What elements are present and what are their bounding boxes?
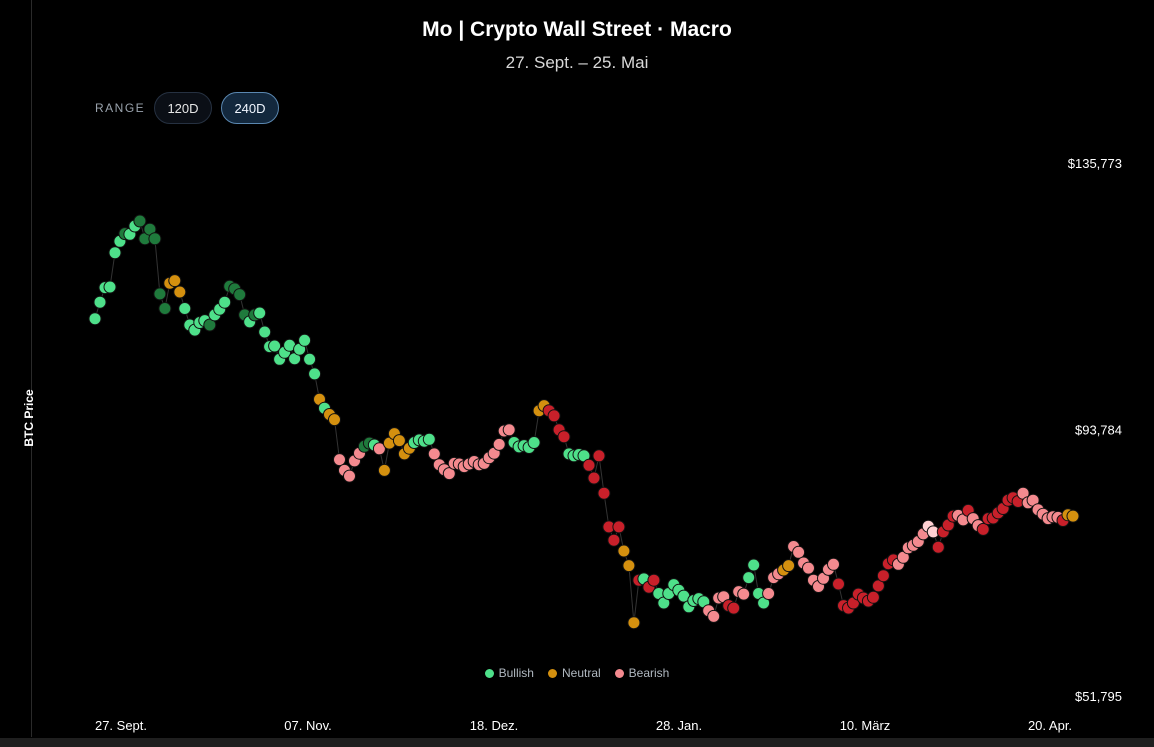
- data-point[interactable]: [866, 590, 880, 604]
- x-axis-ticks: 27. Sept. 07. Nov. 18. Dez. 28. Jan. 10. Mär…: [95, 718, 1072, 733]
- data-point[interactable]: [93, 295, 107, 309]
- legend-item-bearish[interactable]: Bearish: [614, 666, 670, 680]
- range-120d-button[interactable]: 120D: [154, 92, 212, 124]
- data-point[interactable]: [253, 306, 267, 320]
- data-point[interactable]: [727, 601, 741, 615]
- data-point[interactable]: [871, 579, 885, 593]
- legend-item-bullish[interactable]: Bullish: [484, 666, 534, 680]
- data-point[interactable]: [547, 409, 561, 423]
- neutral-dot-icon: [547, 668, 557, 678]
- data-point[interactable]: [308, 367, 322, 381]
- legend-label-bullish: Bullish: [498, 666, 534, 680]
- range-label: RANGE: [95, 101, 146, 115]
- data-point[interactable]: [153, 287, 167, 301]
- data-point[interactable]: [372, 442, 386, 456]
- data-point[interactable]: [617, 544, 631, 558]
- data-point[interactable]: [737, 587, 751, 601]
- data-point[interactable]: [931, 540, 945, 554]
- data-point[interactable]: [492, 437, 506, 451]
- connector-lines: [94, 220, 1074, 623]
- chart-title: Mo | Crypto Wall Street · Macro: [422, 18, 732, 41]
- data-point[interactable]: [707, 609, 721, 623]
- data-point[interactable]: [268, 339, 282, 353]
- legend: Bullish Neutral Bearish: [0, 666, 1154, 680]
- data-point[interactable]: [377, 463, 391, 477]
- data-point[interactable]: [647, 573, 661, 587]
- data-point[interactable]: [173, 285, 187, 299]
- data-point[interactable]: [527, 436, 541, 449]
- data-point[interactable]: [742, 571, 756, 585]
- y-tick-label: $135,773: [1068, 156, 1122, 171]
- data-point[interactable]: [976, 522, 990, 536]
- data-point[interactable]: [607, 533, 621, 547]
- data-point[interactable]: [827, 557, 840, 571]
- data-point[interactable]: [258, 325, 272, 339]
- x-tick-label: 18. Dez.: [470, 718, 518, 733]
- x-tick-label: 27. Sept.: [95, 718, 147, 733]
- data-point[interactable]: [1066, 509, 1080, 523]
- data-point[interactable]: [582, 458, 596, 472]
- data-point[interactable]: [792, 545, 806, 559]
- data-point[interactable]: [597, 486, 611, 500]
- y-tick-label: $51,795: [1075, 689, 1122, 704]
- data-point[interactable]: [762, 587, 776, 600]
- data-point[interactable]: [108, 246, 122, 260]
- x-tick-label: 10. März: [840, 718, 891, 733]
- data-point[interactable]: [328, 413, 341, 427]
- legend-item-neutral[interactable]: Neutral: [547, 666, 601, 680]
- data-point[interactable]: [557, 430, 571, 444]
- data-point[interactable]: [303, 352, 317, 366]
- data-points: [88, 214, 1080, 630]
- data-point[interactable]: [442, 467, 456, 481]
- x-tick-label: 28. Jan.: [656, 718, 702, 733]
- data-point[interactable]: [133, 214, 147, 228]
- data-point[interactable]: [298, 333, 312, 347]
- data-point[interactable]: [832, 577, 845, 591]
- data-point[interactable]: [333, 453, 346, 467]
- data-point[interactable]: [587, 471, 601, 485]
- data-point[interactable]: [103, 280, 117, 294]
- data-point[interactable]: [502, 423, 516, 437]
- y-axis-ticks: $135,773 $93,784 $51,795: [1068, 156, 1122, 704]
- data-point[interactable]: [158, 302, 172, 315]
- data-point[interactable]: [802, 561, 815, 575]
- data-point[interactable]: [612, 520, 626, 534]
- data-point[interactable]: [168, 274, 182, 288]
- bullish-dot-icon: [484, 668, 494, 678]
- legend-label-neutral: Neutral: [561, 666, 601, 680]
- bearish-dot-icon: [614, 668, 624, 678]
- data-point[interactable]: [218, 295, 232, 309]
- chart-subtitle: 27. Sept. – 25. Mai: [505, 53, 649, 72]
- range-240d-button[interactable]: 240D: [221, 92, 279, 124]
- left-axis-rule: [31, 0, 32, 737]
- data-point[interactable]: [343, 469, 356, 483]
- bottom-scrollbar[interactable]: [0, 738, 1154, 747]
- legend-label-bearish: Bearish: [628, 666, 670, 680]
- x-tick-label: 07. Nov.: [284, 718, 331, 733]
- data-point[interactable]: [747, 558, 761, 572]
- x-tick-label: 20. Apr.: [1028, 718, 1072, 733]
- data-point[interactable]: [422, 432, 436, 446]
- price-line: [94, 220, 1074, 623]
- y-tick-label: $93,784: [1075, 423, 1122, 438]
- data-point[interactable]: [627, 616, 641, 630]
- data-point[interactable]: [622, 559, 636, 573]
- data-point[interactable]: [88, 312, 102, 326]
- data-point[interactable]: [233, 288, 247, 302]
- data-point[interactable]: [392, 434, 406, 448]
- data-point[interactable]: [148, 232, 162, 246]
- data-point[interactable]: [592, 449, 606, 463]
- data-point[interactable]: [178, 302, 192, 315]
- data-point[interactable]: [427, 447, 441, 461]
- data-point[interactable]: [876, 569, 890, 583]
- data-point[interactable]: [782, 559, 796, 573]
